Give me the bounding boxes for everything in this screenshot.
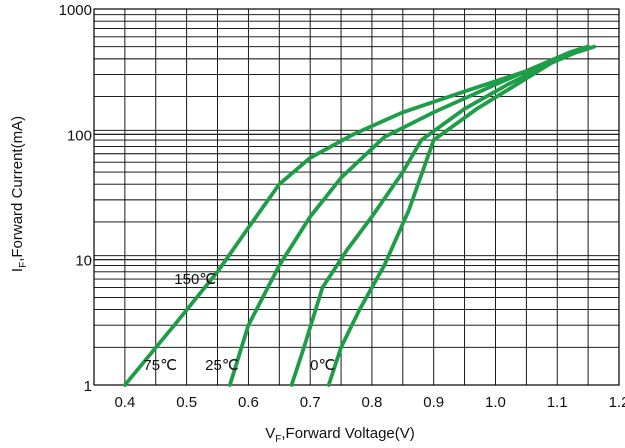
y-axis-label: IF,Forward Current(mA) — [9, 116, 29, 272]
y-tick-label: 100 — [67, 127, 92, 144]
x-axis-label-subscript: F — [275, 434, 281, 445]
x-axis-label-text: ,Forward Voltage(V) — [281, 425, 414, 442]
y-tick-label: 10 — [75, 253, 92, 270]
grid-lines — [93, 9, 620, 386]
curve-label: 150℃ — [174, 271, 216, 288]
series-line — [227, 44, 590, 387]
curve-label: 0℃ — [310, 357, 335, 374]
x-tick-label: 0.6 — [238, 394, 259, 411]
x-tick-label: 1.0 — [485, 394, 506, 411]
series-line — [326, 44, 597, 387]
plot-frame — [93, 8, 620, 386]
x-tick-labels: 0.4 0.5 0.6 0.7 0.8 0.9 1.0 1.1 1.2 — [114, 394, 625, 411]
y-tick-label: 1000 — [59, 2, 92, 19]
x-tick-label: 1.1 — [547, 394, 568, 411]
y-axis-label-symbol: I — [9, 268, 26, 272]
series-curves — [123, 44, 597, 387]
x-tick-label: 0.8 — [362, 394, 383, 411]
x-axis-label-symbol: V — [265, 425, 275, 442]
series-line — [123, 44, 590, 387]
y-tick-label: 1 — [84, 378, 92, 395]
y-axis-label-text: ,Forward Current(mA) — [9, 116, 26, 262]
x-tick-label: 0.4 — [114, 394, 135, 411]
curve-label: 25℃ — [205, 357, 239, 374]
x-axis-label: VF,Forward Voltage(V) — [265, 425, 415, 445]
y-axis-label-subscript: F — [18, 262, 29, 268]
x-tick-label: 0.7 — [300, 394, 321, 411]
x-tick-label: 1.2 — [609, 394, 625, 411]
y-tick-labels: 1 10 100 1000 — [59, 2, 92, 395]
curve-label: 75℃ — [143, 357, 177, 374]
x-tick-label: 0.9 — [423, 394, 444, 411]
series-line — [289, 44, 590, 387]
curve-labels: 150℃ 75℃ 25℃ 0℃ — [143, 271, 335, 374]
x-tick-label: 0.5 — [176, 394, 197, 411]
